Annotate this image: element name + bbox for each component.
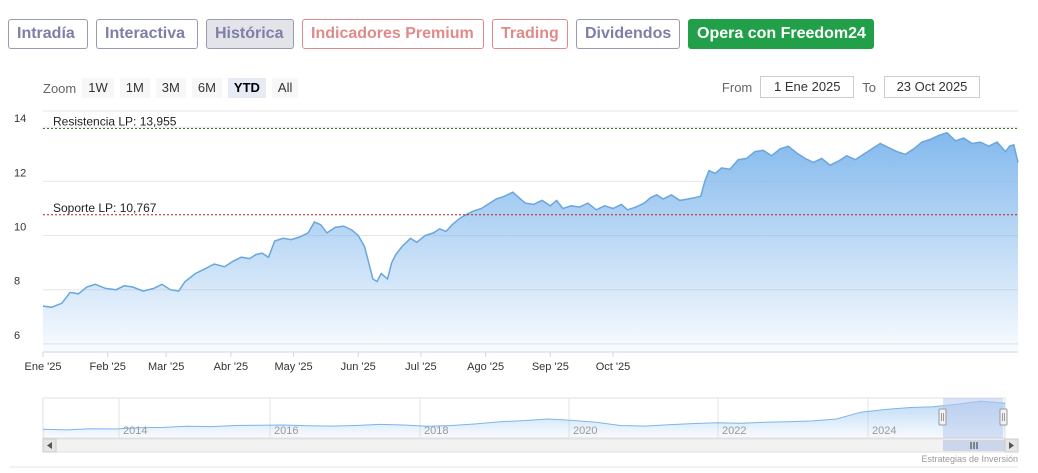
zoom-all-button[interactable]: All <box>271 78 299 98</box>
y-tick-label: 8 <box>14 276 20 288</box>
navigator-year-labels: 2014 2016 2018 2020 2022 2024 <box>123 425 896 437</box>
tab-trading[interactable]: Trading <box>492 19 568 49</box>
navigator-year-label: 2016 <box>274 425 298 437</box>
x-axis-ticks: Ene '25 Feb '25 Mar '25 Abr '25 May '25 Jun '… <box>25 352 631 373</box>
navigator[interactable]: 2014 2016 2018 2020 2022 2024 <box>42 397 1008 439</box>
navigator-left-handle[interactable] <box>938 408 947 426</box>
chart-tabs: Intradía Interactiva Histórica Indicador… <box>8 19 874 49</box>
navigator-year-label: 2024 <box>872 425 896 437</box>
x-tick-label: Ene '25 <box>25 361 62 373</box>
x-tick-label: Feb '25 <box>90 361 126 373</box>
y-tick-label: 14 <box>14 113 26 125</box>
chevron-left-icon <box>47 442 52 449</box>
tab-intradia[interactable]: Intradía <box>8 19 88 49</box>
scrollbar-track[interactable] <box>42 438 1019 453</box>
zoom-6m-button[interactable]: 6M <box>191 78 222 98</box>
chart-credits: Estrategias de Inversión <box>921 454 1018 464</box>
zoom-1m-button[interactable]: 1M <box>119 78 150 98</box>
to-label: To <box>862 79 876 95</box>
x-tick-label: Jun '25 <box>341 361 376 373</box>
plot-line-label: Soporte LP: 10,767 <box>53 201 157 215</box>
tab-indicadores-premium[interactable]: Indicadores Premium <box>302 19 484 49</box>
navigator-line <box>42 400 1006 431</box>
date-range-selector: From 1 Ene 2025 To 23 Oct 2025 <box>714 76 980 98</box>
to-date-input[interactable]: 23 Oct 2025 <box>884 76 980 98</box>
price-area <box>43 132 1018 352</box>
tab-dividendos[interactable]: Dividendos <box>576 19 680 49</box>
chevron-right-icon <box>1009 442 1014 449</box>
x-tick-label: Sep '25 <box>532 361 569 373</box>
x-tick-label: Ago '25 <box>467 361 504 373</box>
opera-freedom24-button[interactable]: Opera con Freedom24 <box>688 19 874 49</box>
y-tick-label: 6 <box>14 330 20 342</box>
navigator-selection-mask[interactable] <box>943 398 1003 438</box>
navigator-year-label: 2020 <box>573 425 597 437</box>
plot-line-label: Resistencia LP: 13,955 <box>53 114 177 128</box>
navigator-year-label: 2018 <box>424 425 448 437</box>
x-tick-label: Mar '25 <box>148 361 184 373</box>
zoom-label: Zoom <box>43 80 77 96</box>
plot-lines: Resistencia LP: 13,955 Soporte LP: 10,767 <box>43 114 1018 216</box>
navigator-right-handle[interactable] <box>999 408 1008 426</box>
navigator-area <box>43 401 1005 438</box>
navigator-year-label: 2014 <box>123 425 147 437</box>
navigator-year-label: 2022 <box>722 425 746 437</box>
zoom-selector: Zoom 1W 1M 3M 6M YTD All <box>43 78 304 98</box>
navigator-scrollbar[interactable] <box>42 438 1019 453</box>
zoom-ytd-button[interactable]: YTD <box>227 78 266 98</box>
x-tick-label: Jul '25 <box>405 361 436 373</box>
from-date-input[interactable]: 1 Ene 2025 <box>760 76 855 98</box>
x-tick-label: May '25 <box>274 361 312 373</box>
zoom-3m-button[interactable]: 3M <box>155 78 186 98</box>
x-tick-label: Oct '25 <box>596 361 631 373</box>
from-label: From <box>721 79 753 95</box>
tab-interactiva[interactable]: Interactiva <box>96 19 198 49</box>
zoom-1w-button[interactable]: 1W <box>82 78 114 98</box>
y-tick-label: 10 <box>14 222 26 234</box>
y-tick-label: 12 <box>14 167 26 179</box>
tab-historica[interactable]: Histórica <box>206 19 294 49</box>
x-tick-label: Abr '25 <box>214 361 249 373</box>
price-line <box>42 131 1019 309</box>
y-axis-ticks: 6 8 10 12 14 <box>14 113 26 342</box>
